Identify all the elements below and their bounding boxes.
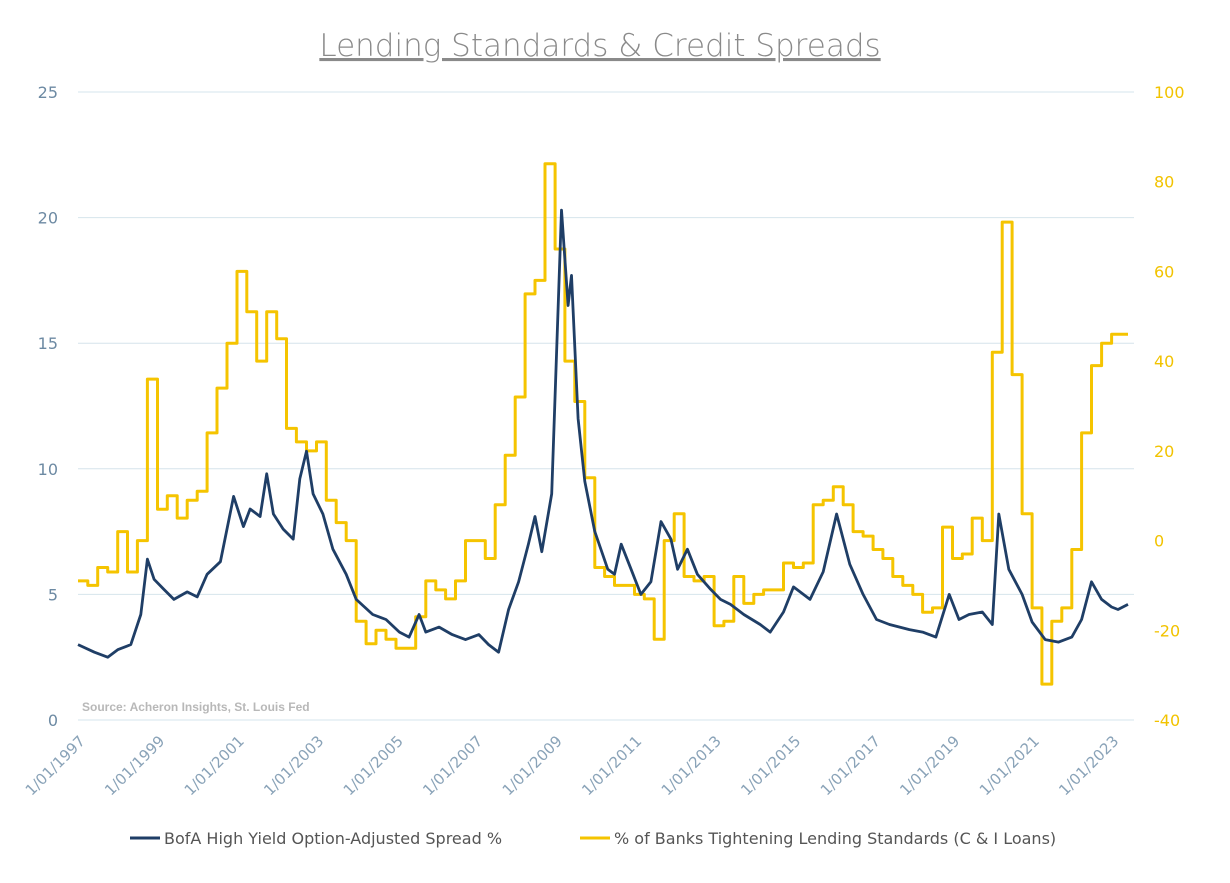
x-tick-label: 1/01/2005: [340, 732, 407, 799]
left-tick-label: 15: [38, 334, 58, 353]
series-line-tightening: [78, 162, 1128, 686]
right-tick-label: 0: [1154, 532, 1164, 551]
x-tick-label: 1/01/2015: [737, 732, 804, 799]
x-tick-label: 1/01/2021: [976, 732, 1043, 799]
legend: BofA High Yield Option-Adjusted Spread %…: [130, 829, 1056, 848]
x-axis: 1/01/1997 1/01/1999 1/01/2001 1/01/2003 1/01…: [22, 732, 1123, 799]
legend-label-spread: BofA High Yield Option-Adjusted Spread %: [164, 829, 502, 848]
left-tick-label: 10: [38, 460, 58, 479]
right-tick-label: -40: [1154, 711, 1180, 730]
x-tick-label: 1/01/2013: [658, 732, 725, 799]
x-tick-label: 1/01/2001: [181, 732, 248, 799]
x-tick-label: 1/01/2003: [260, 732, 327, 799]
x-tick-label: 1/01/2023: [1055, 732, 1122, 799]
left-tick-label: 20: [38, 209, 58, 228]
x-tick-label: 1/01/2019: [896, 732, 963, 799]
left-tick-label: 25: [38, 83, 58, 102]
x-tick-label: 1/01/2011: [578, 732, 645, 799]
left-tick-label: 5: [48, 585, 58, 604]
series-line-spread: [77, 208, 1129, 659]
x-tick-label: 1/01/1997: [22, 732, 89, 799]
x-tick-label: 1/01/1999: [101, 732, 168, 799]
source-note: Source: Acheron Insights, St. Louis Fed: [82, 700, 310, 714]
right-tick-label: 60: [1154, 262, 1174, 281]
series-group: [77, 162, 1129, 686]
gridlines: [78, 91, 1134, 721]
x-tick-label: 1/01/2009: [499, 732, 566, 799]
right-tick-label: 80: [1154, 173, 1174, 192]
chart-title: Lending Standards & Credit Spreads: [319, 28, 880, 64]
right-tick-label: 40: [1154, 352, 1174, 371]
legend-label-tightening: % of Banks Tightening Lending Standards …: [614, 829, 1056, 848]
x-tick-label: 1/01/2017: [817, 732, 884, 799]
right-tick-label: -20: [1154, 621, 1180, 640]
left-axis: 0 5 10 15 20 25: [38, 83, 58, 730]
right-axis: -40 -20 0 20 40 60 80 100: [1154, 83, 1185, 730]
left-tick-label: 0: [48, 711, 58, 730]
right-tick-label: 20: [1154, 442, 1174, 461]
x-tick-label: 1/01/2007: [419, 732, 486, 799]
right-tick-label: 100: [1154, 83, 1185, 102]
